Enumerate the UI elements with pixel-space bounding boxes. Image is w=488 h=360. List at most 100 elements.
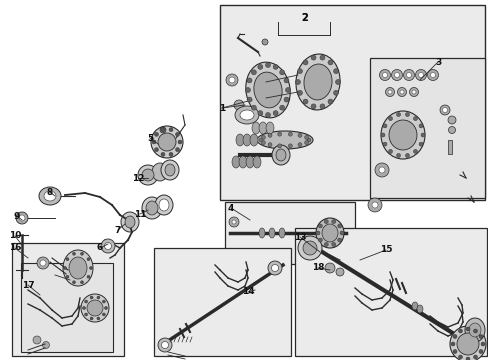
Circle shape [379,69,390,81]
Circle shape [396,113,400,117]
Circle shape [327,99,332,104]
Circle shape [87,275,90,278]
Ellipse shape [464,318,484,342]
Ellipse shape [411,302,417,310]
Ellipse shape [416,305,422,313]
Ellipse shape [235,106,259,124]
Ellipse shape [245,62,289,118]
Ellipse shape [321,224,337,242]
Circle shape [161,342,168,348]
Circle shape [265,63,270,68]
Circle shape [169,128,173,132]
Circle shape [337,224,341,228]
Circle shape [405,153,408,157]
Circle shape [439,105,449,115]
Circle shape [259,138,263,142]
Circle shape [303,99,307,104]
Circle shape [267,133,271,137]
Text: 6: 6 [97,243,103,252]
Ellipse shape [121,212,139,232]
Circle shape [396,153,400,157]
Ellipse shape [146,201,158,215]
Circle shape [288,132,292,136]
Circle shape [427,69,438,81]
Circle shape [81,252,83,255]
Circle shape [37,257,49,269]
Circle shape [397,87,406,96]
Circle shape [465,357,469,360]
Circle shape [452,334,456,338]
Circle shape [82,306,85,310]
Circle shape [367,198,381,212]
Ellipse shape [456,333,478,355]
Circle shape [257,64,263,69]
Ellipse shape [44,191,56,201]
Circle shape [277,144,281,148]
Ellipse shape [449,326,485,360]
Circle shape [277,132,281,136]
Circle shape [297,69,302,74]
Circle shape [480,342,484,346]
Bar [369,58,484,198]
Ellipse shape [158,133,176,151]
Ellipse shape [275,149,285,161]
Circle shape [297,143,302,147]
Circle shape [399,90,403,94]
Circle shape [261,135,265,139]
Circle shape [324,242,327,246]
Text: 12: 12 [131,174,144,183]
Circle shape [388,117,392,121]
Circle shape [319,55,325,60]
Circle shape [391,69,402,81]
Ellipse shape [265,122,273,134]
Ellipse shape [243,134,250,146]
Circle shape [331,242,335,246]
Circle shape [90,317,93,320]
Circle shape [72,281,75,284]
Circle shape [333,90,338,95]
Circle shape [310,104,315,109]
Ellipse shape [271,145,289,165]
Circle shape [285,87,290,93]
Text: 7: 7 [115,225,121,234]
Text: 16: 16 [9,243,21,252]
Text: 8: 8 [47,188,53,197]
Circle shape [388,149,392,153]
Circle shape [374,163,388,177]
Circle shape [394,72,399,77]
Circle shape [89,266,92,270]
Circle shape [178,140,182,144]
Text: 11: 11 [134,210,146,219]
Circle shape [284,78,288,83]
Ellipse shape [63,250,93,286]
Ellipse shape [231,156,240,168]
Circle shape [66,275,69,278]
Circle shape [382,124,386,128]
Bar [447,140,451,154]
Circle shape [245,87,250,93]
Text: 15: 15 [379,246,391,255]
Circle shape [273,64,278,69]
Circle shape [447,116,455,124]
Circle shape [72,252,75,255]
Circle shape [284,97,288,102]
Circle shape [234,100,244,110]
Ellipse shape [164,164,175,176]
Circle shape [452,350,456,354]
Ellipse shape [142,197,162,219]
Text: 10: 10 [9,231,21,240]
Circle shape [415,69,426,81]
Circle shape [40,260,46,266]
Ellipse shape [236,134,244,146]
Ellipse shape [39,187,61,205]
Ellipse shape [138,165,158,185]
Circle shape [63,266,66,270]
Circle shape [447,126,454,134]
Circle shape [458,355,462,359]
Circle shape [16,212,28,224]
Circle shape [84,313,87,316]
Circle shape [472,355,476,359]
Circle shape [303,60,307,65]
Circle shape [304,135,308,139]
Circle shape [318,238,322,242]
